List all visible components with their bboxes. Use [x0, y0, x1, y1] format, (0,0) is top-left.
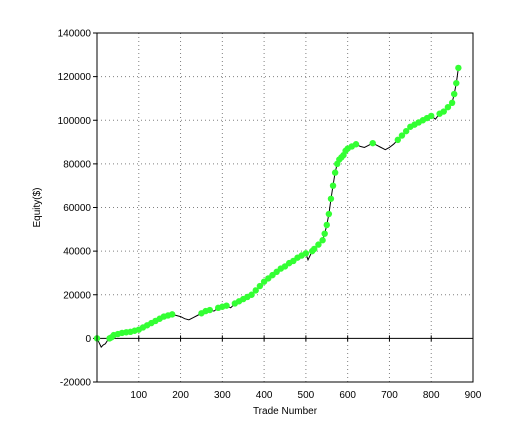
- y-tick-label: 80000: [63, 159, 91, 170]
- new-high-marker: [353, 141, 359, 147]
- y-axis-title: Equity($): [32, 187, 43, 227]
- new-high-marker: [453, 80, 459, 86]
- y-tick-label: 120000: [58, 72, 92, 83]
- x-tick-label: 900: [465, 390, 482, 401]
- new-high-marker: [223, 302, 229, 308]
- y-tick-label: 140000: [58, 29, 92, 40]
- y-tick-label: 100000: [58, 116, 92, 127]
- x-tick-label: 700: [381, 390, 398, 401]
- new-high-marker: [449, 100, 455, 106]
- new-high-marker: [326, 211, 332, 217]
- new-high-marker: [324, 222, 330, 228]
- x-tick-label: 300: [214, 390, 231, 401]
- y-tick-label: 60000: [63, 203, 91, 214]
- x-tick-label: 400: [256, 390, 273, 401]
- new-high-marker: [169, 311, 175, 317]
- new-high-marker: [319, 237, 325, 243]
- grid-lines: [97, 33, 473, 382]
- x-tick-label: 200: [172, 390, 189, 401]
- new-high-marker: [428, 113, 434, 119]
- y-tick-label: 20000: [63, 290, 91, 301]
- new-high-marker: [328, 196, 334, 202]
- new-high-marker: [330, 182, 336, 188]
- x-tick-label: 500: [298, 390, 315, 401]
- x-tick-labels: 100 200 300 400 500 600 700 800 900: [130, 390, 481, 401]
- new-high-marker: [370, 140, 376, 146]
- new-high-marker: [321, 230, 327, 236]
- y-tick-label: -20000: [60, 378, 92, 389]
- new-high-marker: [207, 307, 213, 313]
- y-tick-labels: -20000 0 20000 40000 60000 80000 100000 120000 1…: [58, 29, 92, 389]
- y-tick-label: 40000: [63, 247, 91, 258]
- new-high-marker: [303, 250, 309, 256]
- x-tick-label: 100: [130, 390, 147, 401]
- new-high-marker: [455, 65, 461, 71]
- x-tick-label: 800: [423, 390, 440, 401]
- x-tick-label: 600: [339, 390, 356, 401]
- new-high-markers: [94, 65, 462, 342]
- new-high-marker: [451, 91, 457, 97]
- x-axis-title: Trade Number: [253, 406, 318, 417]
- y-tick-label: 0: [85, 334, 91, 345]
- new-high-marker: [332, 169, 338, 175]
